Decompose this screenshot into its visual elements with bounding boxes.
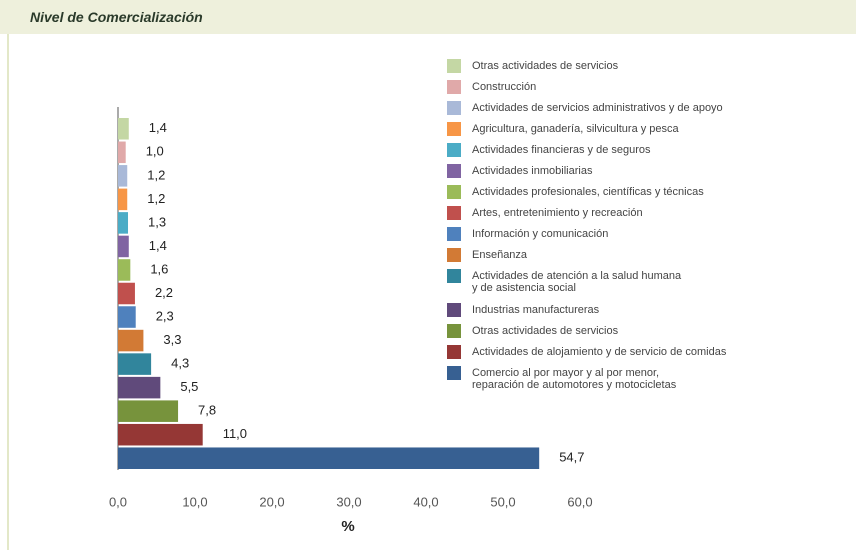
x-axis-label: %	[341, 518, 354, 535]
bar	[118, 188, 128, 211]
legend-label: Actividades de alojamiento y de servicio…	[472, 346, 727, 358]
legend-swatch	[447, 185, 461, 199]
legend-label: Enseñanza	[472, 249, 528, 261]
legend-swatch	[447, 101, 461, 115]
bar	[118, 282, 135, 305]
side-rule	[7, 34, 9, 550]
value-label: 3,3	[163, 332, 181, 347]
x-tick-label: 10,0	[182, 494, 207, 509]
legend-label: Actividades inmobiliarias	[472, 165, 593, 177]
bar	[118, 259, 131, 281]
legend-label: Actividades financieras y de seguros	[472, 144, 651, 156]
value-label: 5,5	[180, 379, 198, 394]
value-label: 54,7	[559, 450, 584, 465]
legend-label: Actividades de servicios administrativos…	[472, 102, 723, 114]
legend-label: Actividades profesionales, científicas y…	[472, 186, 704, 198]
legend-swatch	[447, 80, 461, 94]
legend-swatch	[447, 227, 461, 241]
legend-swatch	[447, 143, 461, 157]
legend-swatch	[447, 122, 461, 136]
legend-label: Construcción	[472, 81, 537, 93]
legend-label: Industrias manufactureras	[472, 304, 600, 316]
legend-swatch	[447, 345, 461, 359]
bar	[118, 212, 129, 234]
legend-label: Comercio al por mayor y al por menor, re…	[472, 367, 677, 391]
x-tick-label: 30,0	[336, 494, 361, 509]
value-label: 2,2	[155, 285, 173, 300]
bar	[118, 376, 161, 399]
bar	[118, 141, 126, 164]
bar	[118, 447, 540, 469]
value-label: 1,4	[149, 238, 167, 253]
value-label: 1,0	[146, 144, 164, 159]
legend-swatch	[447, 59, 461, 73]
bar	[118, 353, 152, 375]
legend-swatch	[447, 366, 461, 380]
value-label: 1,2	[147, 191, 165, 206]
header: Nivel de Comercialización	[0, 0, 856, 34]
x-tick-label: 40,0	[413, 494, 438, 509]
legend-swatch	[447, 324, 461, 338]
legend-swatch	[447, 206, 461, 220]
legend-swatch	[447, 248, 461, 262]
legend-label: Agricultura, ganadería, silvicultura y p…	[472, 123, 679, 135]
legend-label: Otras actividades de servicios	[472, 60, 619, 72]
value-label: 1,2	[147, 167, 165, 182]
bar	[118, 306, 136, 328]
bar	[118, 118, 129, 140]
legend-label: Otras actividades de servicios	[472, 325, 619, 337]
bar	[118, 400, 179, 422]
value-label: 4,3	[171, 356, 189, 371]
value-label: 1,3	[148, 214, 166, 229]
legend-label: Información y comunicación	[472, 228, 609, 240]
bar	[118, 165, 128, 187]
value-label: 1,6	[150, 261, 168, 276]
legend-swatch	[447, 303, 461, 317]
chart-title: Nivel de Comercialización	[30, 9, 203, 25]
value-label: 2,3	[156, 308, 174, 323]
value-label: 1,4	[149, 120, 167, 135]
legend-label: Artes, entretenimiento y recreación	[472, 207, 643, 219]
value-label: 11,0	[223, 426, 247, 441]
x-tick-label: 20,0	[259, 494, 284, 509]
bar	[118, 235, 129, 258]
legend-swatch	[447, 164, 461, 178]
x-tick-label: 60,0	[567, 494, 592, 509]
legend-swatch	[447, 269, 461, 283]
legend-label: Actividades de atención a la salud human…	[472, 270, 682, 294]
bar	[118, 329, 144, 352]
value-label: 7,8	[198, 403, 216, 418]
bar	[118, 423, 203, 446]
x-tick-label: 0,0	[109, 494, 127, 509]
x-tick-label: 50,0	[490, 494, 515, 509]
